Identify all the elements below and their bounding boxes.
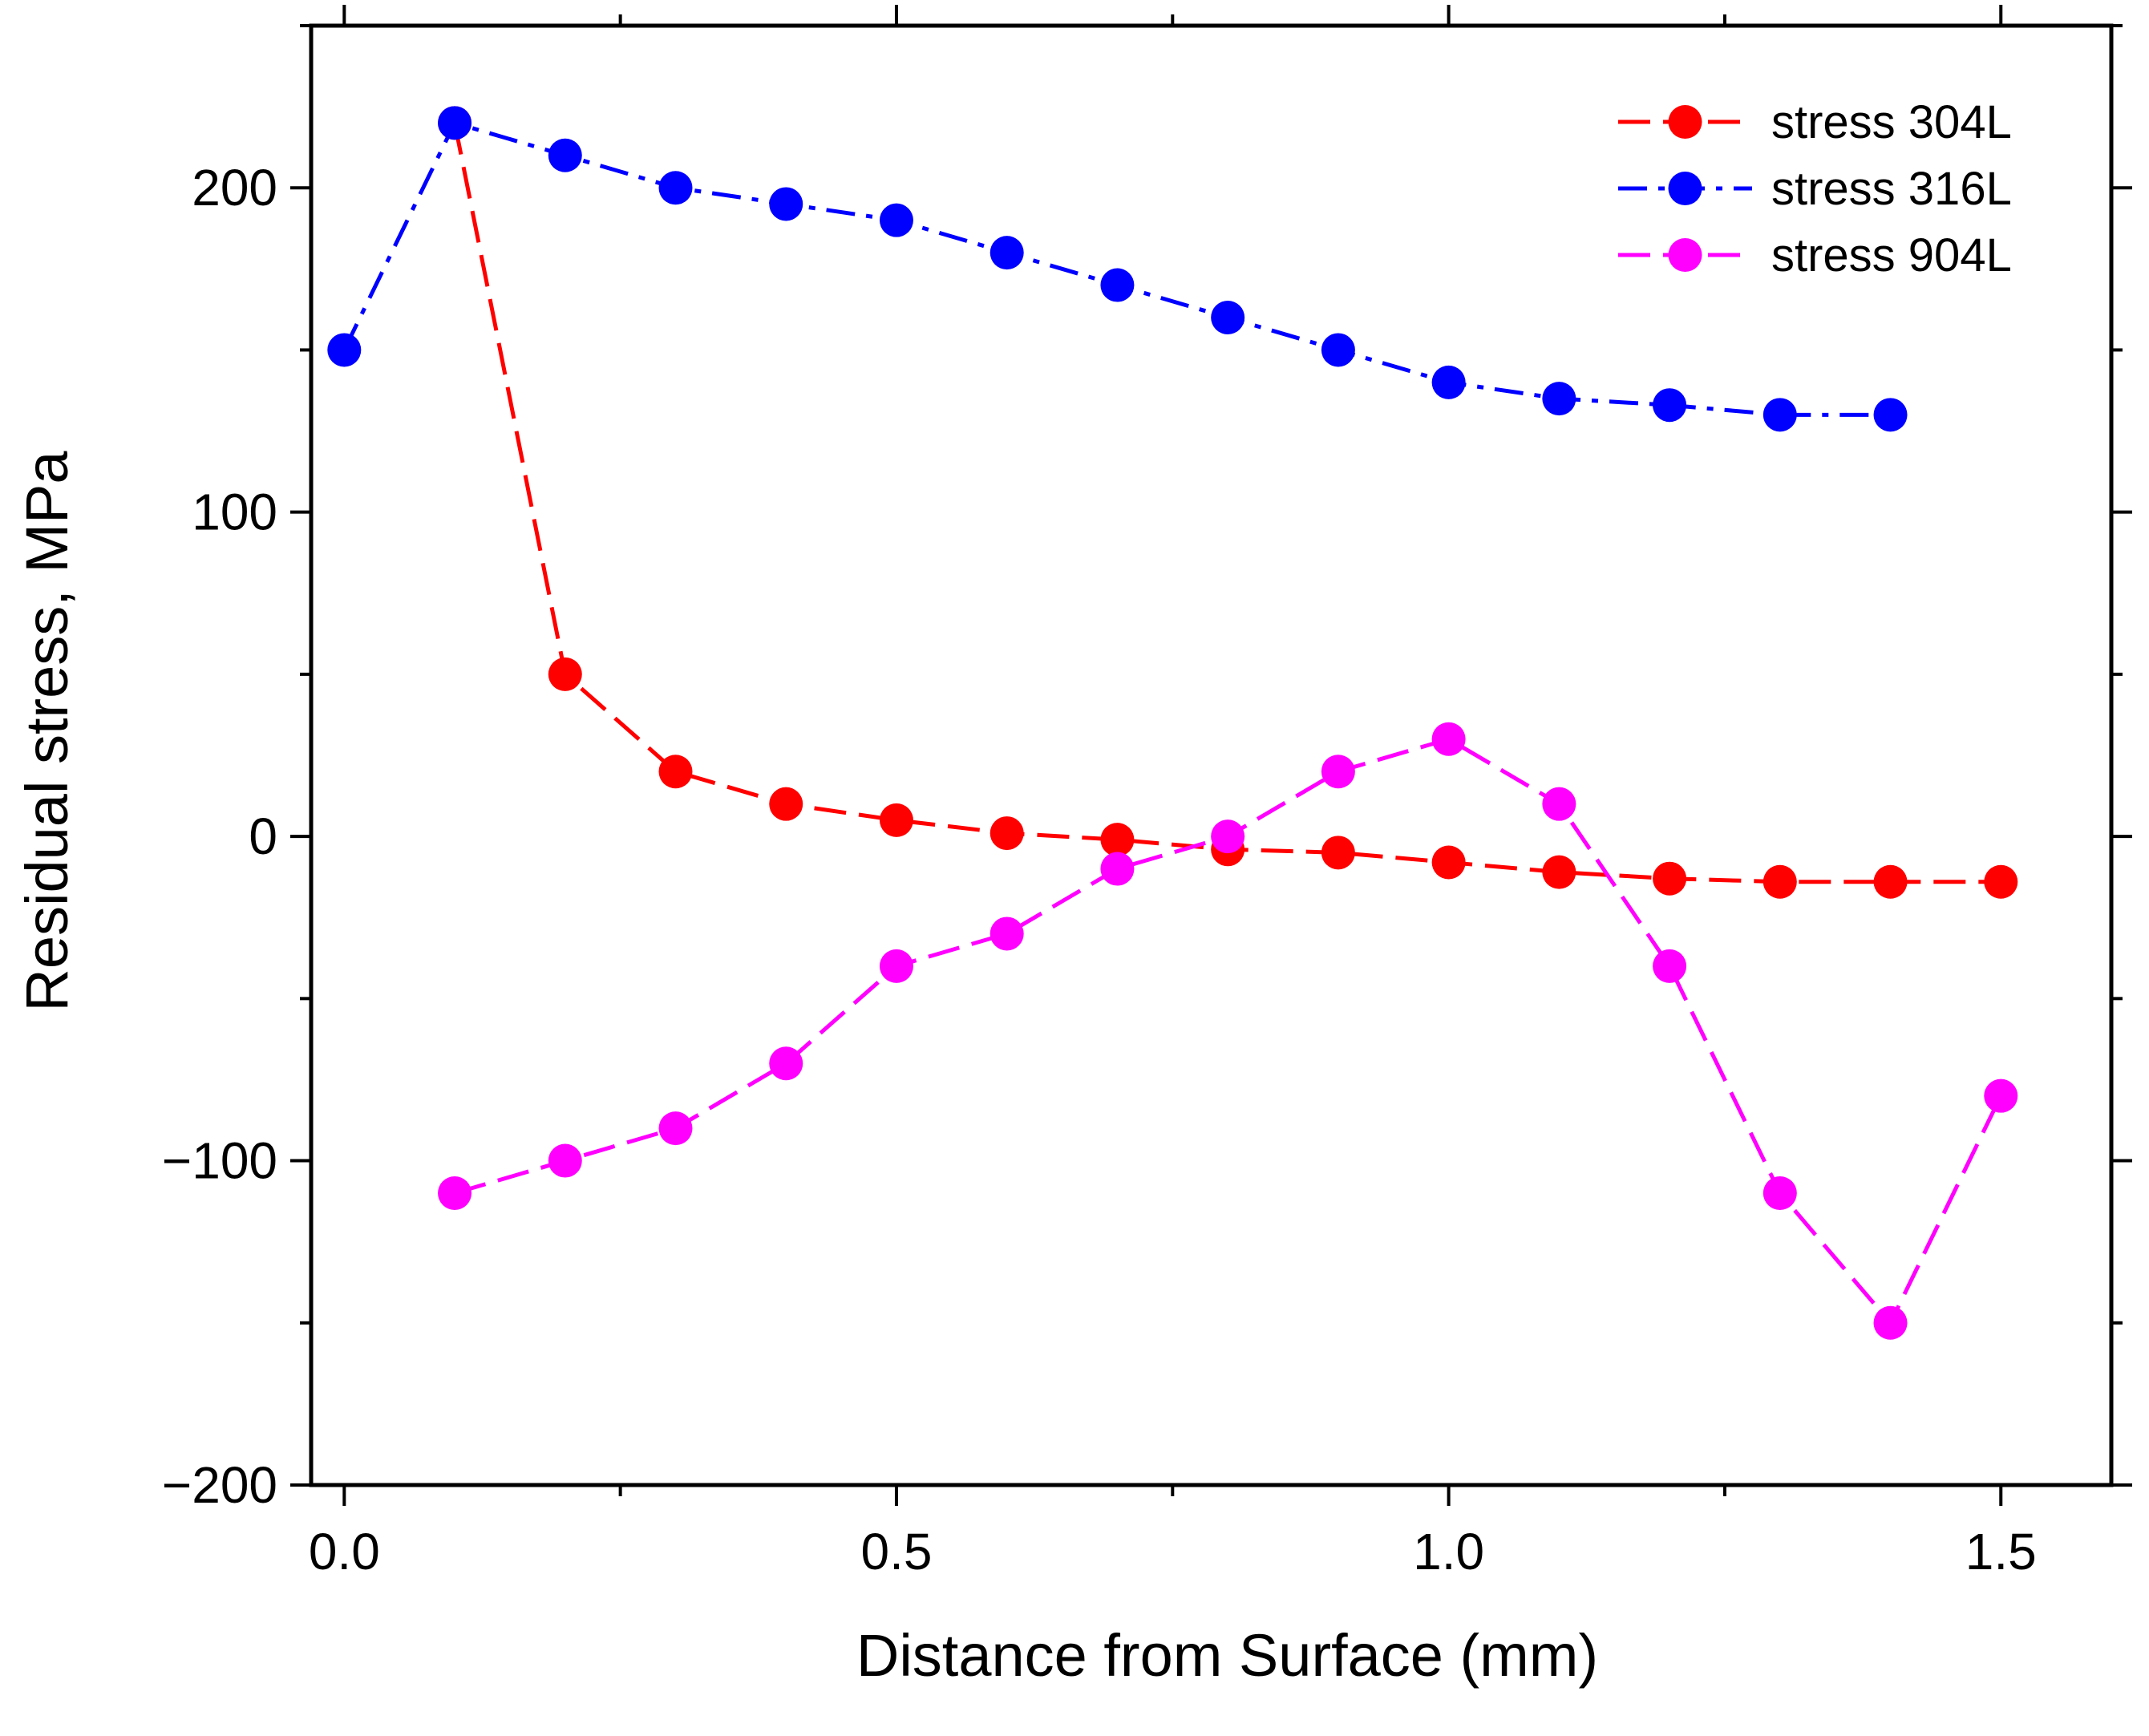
- stress-904l-point: [990, 917, 1024, 951]
- x-tick-label: 0.5: [860, 1523, 932, 1580]
- y-tick-label: 200: [192, 159, 277, 216]
- x-tick-label: 1.5: [1965, 1523, 2037, 1580]
- stress-316l-point: [548, 138, 582, 172]
- stress-316l-point: [879, 203, 913, 237]
- stress-304l-point: [1100, 823, 1135, 857]
- stress-316l-point: [1873, 398, 1908, 432]
- stress-304l-point: [1321, 836, 1355, 870]
- stress-304l-point: [1873, 864, 1908, 899]
- stress-904l-point: [658, 1111, 693, 1146]
- stress-316l-point: [1431, 365, 1466, 399]
- stress-304l-point: [990, 816, 1024, 851]
- stress-304l-point: [658, 755, 693, 789]
- legend-marker-stress-316l: [1668, 172, 1702, 205]
- stress-304l-point: [1984, 864, 2018, 899]
- legend-label-stress-904l: stress 904L: [1771, 229, 2012, 281]
- series-markers-layer: [327, 106, 2018, 1340]
- stress-316l-point: [1321, 333, 1355, 367]
- stress-316l-point: [990, 236, 1024, 270]
- stress-904l-point: [1984, 1078, 2018, 1113]
- stress-904l-point: [769, 1046, 803, 1081]
- stress-904l-point: [1431, 722, 1466, 756]
- axis-ticks-layer: [290, 5, 2132, 1506]
- stress-316l-point: [658, 171, 693, 205]
- tick-labels-layer: 0.0 0.5 1.0 1.5 −200 −100 0 100 200: [162, 159, 2037, 1580]
- stress-904l-point: [548, 1143, 582, 1178]
- series-lines-layer: [342, 120, 2003, 1325]
- x-tick-label: 0.0: [309, 1523, 380, 1580]
- stress-316l-point: [1653, 388, 1687, 423]
- legend-marker-stress-904l: [1668, 238, 1702, 272]
- stress-304l-point: [1763, 864, 1797, 899]
- stress-904l-point: [1100, 852, 1135, 886]
- stress-904l-point: [438, 1176, 472, 1210]
- stress-904l-point: [1763, 1176, 1797, 1210]
- y-axis-label: Residual stress, MPa: [14, 451, 80, 1012]
- stress-304l-point: [769, 787, 803, 821]
- legend: stress 304L stress 316L stress 904L: [1618, 96, 2012, 281]
- stress-904l-point: [1542, 787, 1576, 821]
- stress-316l-point: [1211, 301, 1245, 334]
- stress-904l-point: [1873, 1305, 1908, 1340]
- stress-304l-point: [879, 803, 913, 837]
- plot-frame: [309, 23, 2114, 1487]
- stress-316l-point: [1542, 382, 1576, 416]
- x-tick-label: 1.0: [1413, 1523, 1484, 1580]
- x-axis-label: Distance from Surface (mm): [856, 1622, 1598, 1689]
- legend-label-stress-304l: stress 304L: [1771, 96, 2012, 148]
- legend-marker-stress-304l: [1668, 105, 1702, 139]
- y-tick-label: 100: [192, 484, 277, 541]
- stress-904l-point: [1211, 819, 1245, 854]
- stress-316l-point: [769, 187, 803, 221]
- stress-316l-point: [327, 333, 362, 367]
- stress-304l-point: [1431, 845, 1466, 880]
- stress-304l-point: [1542, 855, 1576, 889]
- stress-304l-point: [548, 657, 582, 691]
- y-tick-label: 0: [249, 807, 277, 865]
- legend-label-stress-316l: stress 316L: [1771, 163, 2012, 215]
- stress-904l-point: [1321, 755, 1355, 789]
- stress-304l-point: [1653, 861, 1687, 896]
- stress-316l-point: [1100, 268, 1135, 302]
- y-tick-label: −200: [162, 1456, 277, 1514]
- stress-316l-point: [1763, 398, 1797, 432]
- stress-904l-point: [1653, 949, 1687, 983]
- stress-316l-point: [438, 106, 472, 140]
- y-tick-label: −100: [162, 1132, 277, 1190]
- stress-904l-point: [879, 949, 913, 983]
